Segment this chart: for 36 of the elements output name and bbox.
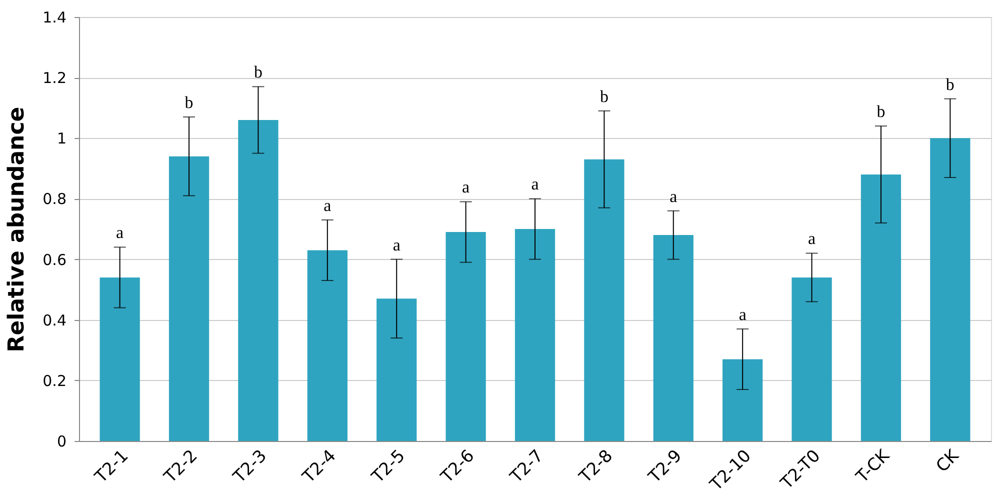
bar bbox=[168, 156, 210, 441]
y-tick-label: 1 bbox=[56, 130, 66, 148]
annotation: b bbox=[946, 74, 954, 94]
annotation: b bbox=[600, 86, 608, 106]
annotation: a bbox=[670, 186, 678, 206]
y-tick-label: 1.4 bbox=[42, 8, 66, 26]
annotation: a bbox=[531, 174, 540, 194]
bar bbox=[307, 250, 348, 441]
annotation: a bbox=[738, 304, 747, 324]
y-axis-title: Relative abundance bbox=[4, 106, 30, 352]
bar bbox=[584, 159, 624, 441]
bar bbox=[722, 359, 763, 441]
annotation: a bbox=[392, 235, 401, 254]
annotation: b bbox=[876, 102, 886, 122]
bar bbox=[100, 277, 140, 441]
y-tick-label: 0.4 bbox=[42, 311, 66, 330]
annotation: b bbox=[184, 92, 194, 112]
y-tick-label: 0.2 bbox=[42, 372, 66, 390]
bar bbox=[238, 120, 278, 441]
bar bbox=[446, 232, 486, 441]
y-tick-label: 1.2 bbox=[42, 69, 66, 88]
annotation: b bbox=[254, 62, 262, 82]
annotation: a bbox=[808, 229, 816, 248]
bar bbox=[860, 174, 902, 441]
annotation: a bbox=[462, 178, 470, 197]
bar bbox=[376, 298, 417, 441]
annotation: a bbox=[116, 223, 124, 242]
bar bbox=[514, 229, 556, 441]
bar bbox=[792, 277, 832, 441]
y-tick-label: 0.8 bbox=[42, 190, 66, 208]
bar bbox=[653, 235, 694, 441]
bar bbox=[930, 138, 970, 441]
annotation: a bbox=[324, 196, 332, 215]
x-tick-label: CK bbox=[932, 445, 964, 477]
y-tick-label: 0.6 bbox=[42, 250, 66, 269]
y-tick-label: 0 bbox=[56, 432, 66, 450]
